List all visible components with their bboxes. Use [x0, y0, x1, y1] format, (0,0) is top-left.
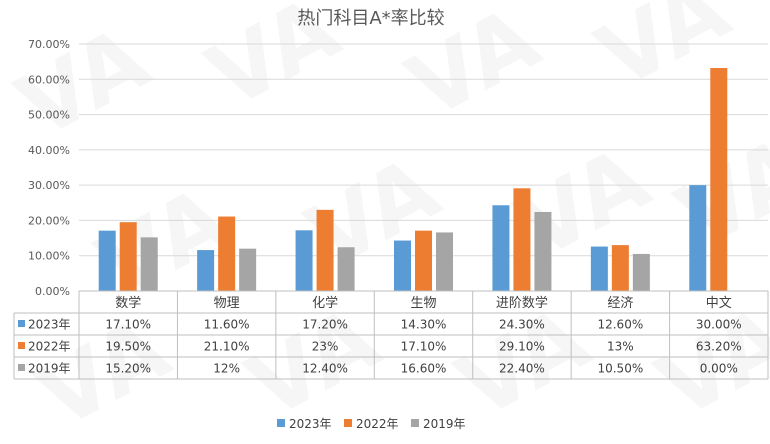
- bar: [492, 205, 510, 291]
- data-label: 11.60%: [204, 318, 250, 332]
- category-label: 中文: [706, 296, 732, 311]
- data-label: 30.00%: [696, 318, 742, 332]
- bar: [513, 188, 531, 291]
- y-tick-label: 30.00%: [28, 179, 70, 192]
- data-label: 12.40%: [302, 362, 348, 376]
- data-label: 10.50%: [597, 362, 643, 376]
- y-tick-label: 40.00%: [28, 144, 70, 157]
- category-label: 生物: [410, 296, 436, 311]
- bar: [710, 67, 728, 291]
- data-label: 21.10%: [204, 340, 250, 354]
- category-label: 数学: [115, 295, 141, 311]
- bar: [337, 247, 355, 291]
- table-legend-key: [18, 320, 25, 327]
- bar: [140, 237, 158, 291]
- y-tick-label: 20.00%: [28, 214, 70, 227]
- series-name: 2019年: [28, 362, 71, 376]
- bar: [611, 245, 629, 291]
- bar: [534, 211, 552, 291]
- data-label: 12.60%: [597, 318, 643, 332]
- bar: [316, 209, 334, 291]
- y-tick-label: 60.00%: [28, 73, 70, 86]
- bar: [436, 232, 453, 291]
- data-label: 29.10%: [499, 340, 545, 354]
- data-label: 22.40%: [499, 362, 545, 376]
- data-label: 63.20%: [696, 340, 742, 354]
- watermark-text: VA: [2, 6, 165, 158]
- bar: [632, 253, 650, 291]
- data-label: 0.00%: [700, 362, 738, 376]
- y-tick-label: 50.00%: [28, 109, 70, 122]
- data-label: 17.10%: [401, 340, 447, 354]
- data-label: 23%: [312, 340, 339, 354]
- data-label: 24.30%: [499, 318, 545, 332]
- bar: [295, 230, 313, 291]
- legend-key: [411, 419, 419, 427]
- bar: [415, 230, 432, 291]
- data-label: 13%: [607, 340, 634, 354]
- legend-label: 2022年: [356, 417, 399, 431]
- table-legend-key: [18, 342, 25, 349]
- data-label: 16.60%: [401, 362, 447, 376]
- bar: [197, 250, 215, 291]
- table-legend-key: [18, 364, 25, 371]
- bar: [689, 185, 707, 291]
- data-label: 15.20%: [105, 362, 151, 376]
- chart-title: 热门科目A*率比较: [297, 8, 444, 29]
- category-label: 经济: [607, 296, 633, 311]
- bar: [239, 248, 257, 291]
- category-label: 进阶数学: [496, 295, 548, 311]
- data-label: 17.10%: [105, 318, 151, 332]
- bar: [590, 246, 608, 291]
- y-tick-label: 70.00%: [28, 38, 70, 51]
- data-label: 14.30%: [401, 318, 447, 332]
- legend-key: [344, 419, 352, 427]
- y-tick-label: 10.00%: [28, 250, 70, 263]
- category-label: 物理: [214, 296, 240, 311]
- legend-label: 2023年: [289, 417, 332, 431]
- data-label: 19.50%: [105, 340, 151, 354]
- data-label: 12%: [213, 362, 240, 376]
- series-name: 2023年: [28, 318, 71, 332]
- legend-label: 2019年: [423, 417, 466, 431]
- legend-key: [277, 419, 285, 427]
- bar: [218, 216, 236, 291]
- data-label: 17.20%: [302, 318, 348, 332]
- bar: [394, 240, 411, 291]
- bar: [119, 222, 137, 291]
- category-label: 化学: [312, 295, 338, 311]
- series-name: 2022年: [28, 340, 71, 354]
- y-tick-label: 0.00%: [35, 285, 70, 298]
- bar: [98, 230, 116, 291]
